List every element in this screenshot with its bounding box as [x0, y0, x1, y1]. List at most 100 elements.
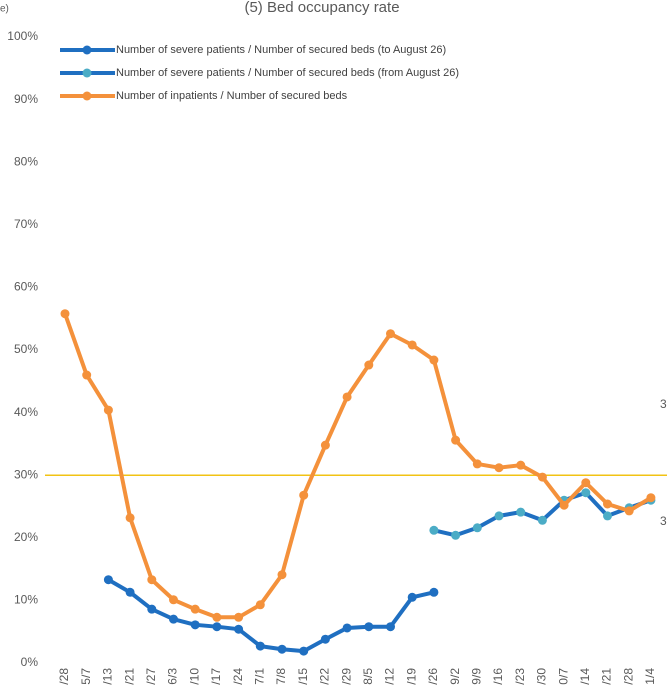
data-point: [386, 329, 395, 339]
x-tick-label: 9/9: [469, 668, 483, 685]
data-point: [472, 523, 482, 533]
x-tick-label: 6/3: [166, 668, 180, 685]
data-point: [190, 620, 200, 630]
data-point: [429, 587, 439, 597]
data-point: [429, 525, 439, 535]
x-tick-label: 8/5: [361, 668, 375, 685]
data-point: [472, 459, 482, 469]
y-tick-label: 30%: [14, 467, 38, 481]
data-point: [169, 595, 178, 605]
data-point: [82, 370, 92, 380]
annotation: 3: [660, 514, 667, 528]
data-point: [190, 604, 200, 614]
data-point: [60, 309, 70, 319]
data-point: [581, 488, 591, 498]
data-point: [451, 435, 461, 445]
x-tick-label: /29: [339, 668, 353, 685]
data-point: [320, 440, 330, 450]
series-line: [107, 578, 435, 654]
x-tick-label: 0/7: [556, 668, 570, 685]
legend-label: Number of inpatients / Number of secured…: [116, 90, 348, 102]
data-point: [516, 507, 526, 517]
data-point: [646, 493, 656, 503]
x-tick-label: /26: [426, 668, 440, 685]
data-point: [277, 570, 287, 580]
data-point: [212, 622, 222, 632]
data-point: [559, 500, 569, 510]
y-tick-label: 80%: [14, 154, 38, 168]
data-point: [429, 355, 439, 365]
x-tick-label: /17: [209, 668, 223, 685]
data-point: [451, 530, 461, 540]
data-point: [581, 478, 591, 488]
data-point: [342, 623, 352, 633]
data-point: [299, 490, 309, 500]
data-point: [320, 634, 330, 644]
x-tick-label: /14: [578, 668, 592, 685]
x-tick-label: /30: [535, 668, 549, 685]
data-point: [234, 612, 244, 622]
y-tick-label: 90%: [14, 92, 38, 106]
data-point: [537, 472, 547, 482]
chart-title: (5) Bed occupancy rate: [244, 0, 399, 16]
x-tick-label: /24: [231, 668, 245, 685]
series-line: [433, 490, 652, 538]
x-tick-label: /15: [296, 668, 310, 685]
data-point: [255, 641, 265, 651]
data-point: [386, 622, 395, 632]
x-tick-label: /12: [383, 668, 397, 685]
x-tick-label: /28: [57, 668, 71, 685]
data-point: [234, 624, 244, 634]
data-point: [147, 604, 157, 614]
data-point: [364, 360, 374, 370]
data-point: [103, 405, 113, 415]
x-tick-label: /21: [122, 668, 136, 685]
x-tick-label: /10: [187, 668, 201, 685]
data-point: [537, 515, 547, 525]
x-tick-label: /28: [621, 668, 635, 685]
data-point: [125, 513, 135, 523]
x-tick-label: /13: [101, 668, 115, 685]
data-point: [147, 575, 157, 585]
x-tick-label: /19: [404, 668, 418, 685]
x-tick-label: /21: [600, 668, 614, 685]
x-tick-label: 5/7: [79, 668, 93, 685]
data-point: [277, 644, 287, 654]
data-point: [603, 511, 612, 521]
data-point: [364, 622, 374, 632]
data-point: [516, 460, 526, 470]
data-point: [125, 587, 135, 597]
data-point: [494, 463, 504, 473]
legend-marker: [82, 91, 92, 101]
x-tick-label: /16: [491, 668, 505, 685]
data-point: [169, 614, 178, 624]
y-tick-label: 0%: [21, 655, 39, 669]
corner-text: e): [0, 4, 9, 15]
data-point: [299, 646, 309, 656]
x-tick-label: 7/8: [274, 668, 288, 685]
x-tick-label: /22: [318, 668, 332, 685]
y-tick-label: 100%: [7, 29, 38, 43]
series-line: [63, 313, 652, 620]
annotation: 3: [660, 397, 667, 411]
y-tick-label: 40%: [14, 405, 38, 419]
y-tick-label: 50%: [14, 342, 38, 356]
y-tick-label: 20%: [14, 530, 38, 544]
x-tick-label: /23: [513, 668, 527, 685]
y-tick-label: 70%: [14, 217, 38, 231]
data-point: [212, 612, 222, 622]
x-tick-label: /27: [144, 668, 158, 685]
data-point: [342, 392, 352, 402]
legend-marker: [82, 45, 92, 55]
x-tick-label: 1/4: [643, 668, 657, 685]
x-tick-label: 9/2: [448, 668, 462, 685]
data-point: [603, 499, 612, 509]
legend-marker: [82, 68, 92, 78]
legend-label: Number of severe patients / Number of se…: [116, 67, 459, 79]
data-point: [103, 575, 113, 585]
x-tick-label: 7/1: [252, 668, 266, 685]
y-tick-label: 10%: [14, 593, 38, 607]
legend-label: Number of severe patients / Number of se…: [116, 44, 446, 56]
data-point: [407, 592, 417, 602]
